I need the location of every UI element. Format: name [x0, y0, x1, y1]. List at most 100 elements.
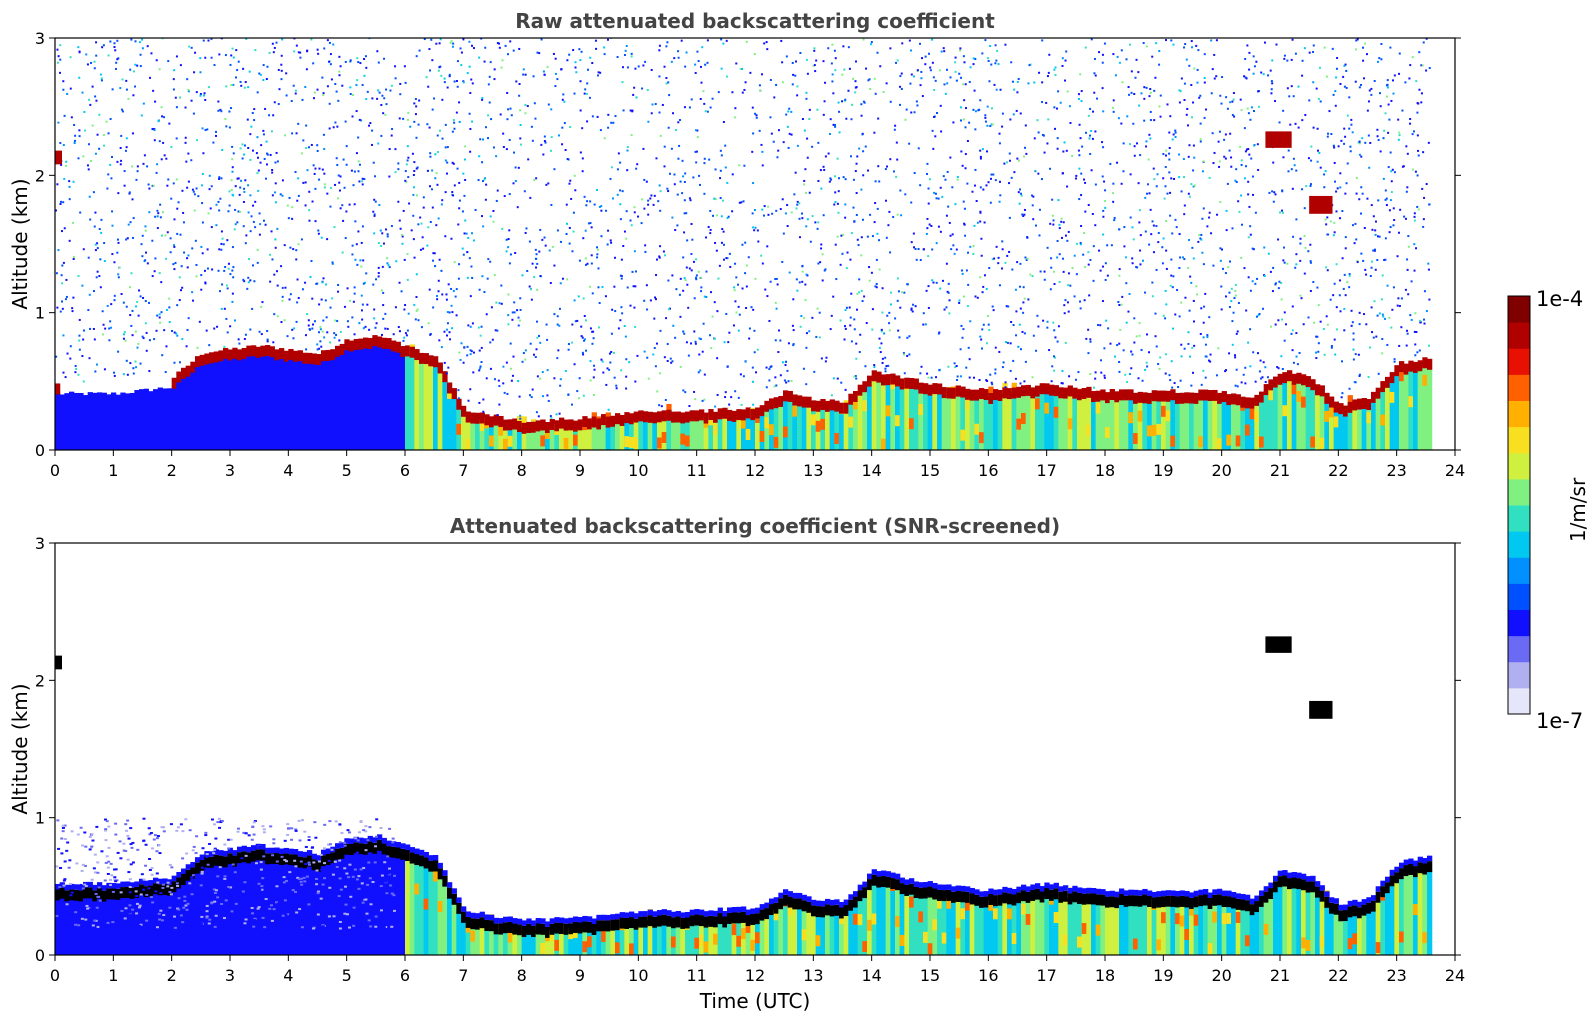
panel1-noise-pixel — [283, 319, 286, 322]
panel1-noise-pixel — [412, 186, 415, 189]
panel1-noise-pixel — [586, 82, 589, 85]
panel1-surface-layer-cell — [433, 365, 439, 450]
panel1-noise-pixel — [1255, 315, 1258, 318]
panel1-noise-pixel — [1104, 199, 1107, 202]
panel1-noise-pixel — [1169, 191, 1172, 194]
panel1-aerosol-cell — [965, 398, 971, 410]
panel1-noise-pixel — [1363, 77, 1366, 80]
panel1-noise-pixel — [1333, 180, 1336, 183]
panel1-noise-pixel — [1089, 258, 1092, 261]
panel1-noise-pixel — [979, 210, 982, 213]
panel1-noise-pixel — [96, 242, 99, 245]
panel1-noise-pixel — [1203, 53, 1206, 56]
panel1-noise-pixel — [947, 291, 950, 294]
panel1-noise-pixel — [629, 304, 632, 307]
panel1-noise-pixel — [74, 134, 77, 137]
panel1-noise-pixel — [543, 236, 546, 239]
panel2-surface-layer-cell — [64, 899, 70, 955]
panel1-noise-pixel — [394, 65, 397, 68]
panel1-noise-pixel — [614, 310, 617, 313]
panel1-noise-pixel — [910, 73, 913, 76]
panel1-noise-pixel — [678, 144, 681, 147]
panel1-noise-pixel — [781, 260, 784, 263]
panel1-noise-pixel — [1274, 193, 1277, 196]
panel1-noise-pixel — [1026, 257, 1029, 260]
panel1-noise-pixel — [290, 100, 293, 103]
panel1-noise-pixel — [1158, 105, 1161, 108]
panel1-noise-pixel — [912, 303, 915, 306]
panel1-noise-pixel — [472, 47, 475, 50]
panel1-noise-pixel — [781, 361, 784, 364]
panel1-noise-pixel — [756, 348, 759, 351]
panel1-noise-pixel — [599, 129, 602, 132]
panel1-surface-layer-cell — [78, 392, 84, 450]
panel1-noise-pixel — [1280, 32, 1282, 34]
panel1-noise-pixel — [1051, 214, 1054, 217]
panel1-boundary-layer-cell — [1273, 376, 1279, 388]
panel1-noise-pixel — [1339, 186, 1342, 189]
panel1-surface-layer-cell — [755, 417, 761, 450]
panel1-noise-pixel — [268, 51, 271, 54]
panel1-boundary-layer-cell — [857, 384, 863, 396]
panel1-noise-pixel — [143, 154, 146, 157]
panel1-noise-pixel — [98, 113, 101, 116]
panel1-noise-pixel — [238, 193, 241, 196]
panel1-noise-pixel — [1060, 32, 1062, 34]
panel1-noise-pixel — [889, 251, 892, 254]
panel1-noise-pixel — [1284, 323, 1287, 326]
panel1-noise-pixel — [1250, 157, 1253, 160]
panel1-noise-pixel — [924, 323, 927, 326]
panel1-noise-pixel — [1145, 86, 1148, 89]
panel1-noise-pixel — [317, 229, 320, 232]
panel1-noise-pixel — [897, 329, 900, 332]
panel1-noise-pixel — [593, 203, 596, 206]
panel1-noise-pixel — [731, 210, 734, 213]
panel1-aerosol-cell — [853, 398, 859, 410]
panel1-noise-pixel — [566, 158, 569, 161]
panel1-noise-pixel — [1053, 369, 1056, 372]
panel1-noise-pixel — [297, 243, 300, 246]
panel1-noise-pixel — [847, 89, 850, 92]
panel2-boundary-layer-cell — [106, 888, 112, 900]
panel1-surface-layer-cell — [1081, 397, 1087, 450]
panel1-noise-pixel — [1073, 254, 1076, 257]
panel1-noise-pixel — [1020, 348, 1023, 351]
panel1-surface-layer-cell — [461, 415, 467, 450]
panel1-noise-pixel — [226, 287, 229, 290]
panel1-noise-pixel — [1420, 64, 1423, 67]
panel1-noise-pixel — [394, 306, 397, 309]
panel1-noise-pixel — [307, 146, 310, 149]
panel1-noise-pixel — [844, 203, 847, 206]
panel1-noise-pixel — [353, 333, 356, 336]
panel1-noise-pixel — [1018, 188, 1021, 191]
panel1-noise-pixel — [305, 147, 308, 150]
panel1-noise-pixel — [1262, 73, 1265, 76]
panel1-noise-pixel — [688, 267, 691, 270]
panel1-noise-pixel — [1312, 44, 1315, 47]
panel1-noise-pixel — [385, 88, 388, 91]
panel1-noise-pixel — [285, 72, 288, 75]
panel1-noise-pixel — [125, 305, 128, 308]
panel1-noise-pixel — [1230, 287, 1233, 290]
panel1-noise-pixel — [123, 331, 126, 334]
panel1-noise-pixel — [1233, 115, 1236, 118]
panel1-noise-pixel — [328, 127, 331, 130]
panel1-noise-pixel — [1309, 243, 1312, 246]
panel1-noise-pixel — [922, 312, 925, 315]
panel1-noise-pixel — [525, 227, 528, 230]
panel1-surface-layer-cell — [1361, 407, 1367, 450]
panel1-noise-pixel — [837, 211, 840, 214]
panel1-noise-pixel — [263, 219, 266, 222]
panel1-noise-pixel — [1005, 305, 1008, 308]
panel1-noise-pixel — [896, 59, 899, 62]
panel1-noise-pixel — [838, 110, 841, 113]
panel1-surface-layer-cell — [517, 430, 523, 450]
panel1-noise-pixel — [864, 145, 867, 148]
panel1-noise-pixel — [479, 367, 482, 370]
panel1-noise-pixel — [818, 336, 821, 339]
panel1-noise-pixel — [310, 38, 313, 41]
panel1-noise-pixel — [1118, 370, 1121, 373]
panel1-noise-pixel — [294, 89, 297, 92]
panel1-surface-layer-cell — [199, 364, 205, 450]
panel1-noise-pixel — [871, 328, 874, 331]
